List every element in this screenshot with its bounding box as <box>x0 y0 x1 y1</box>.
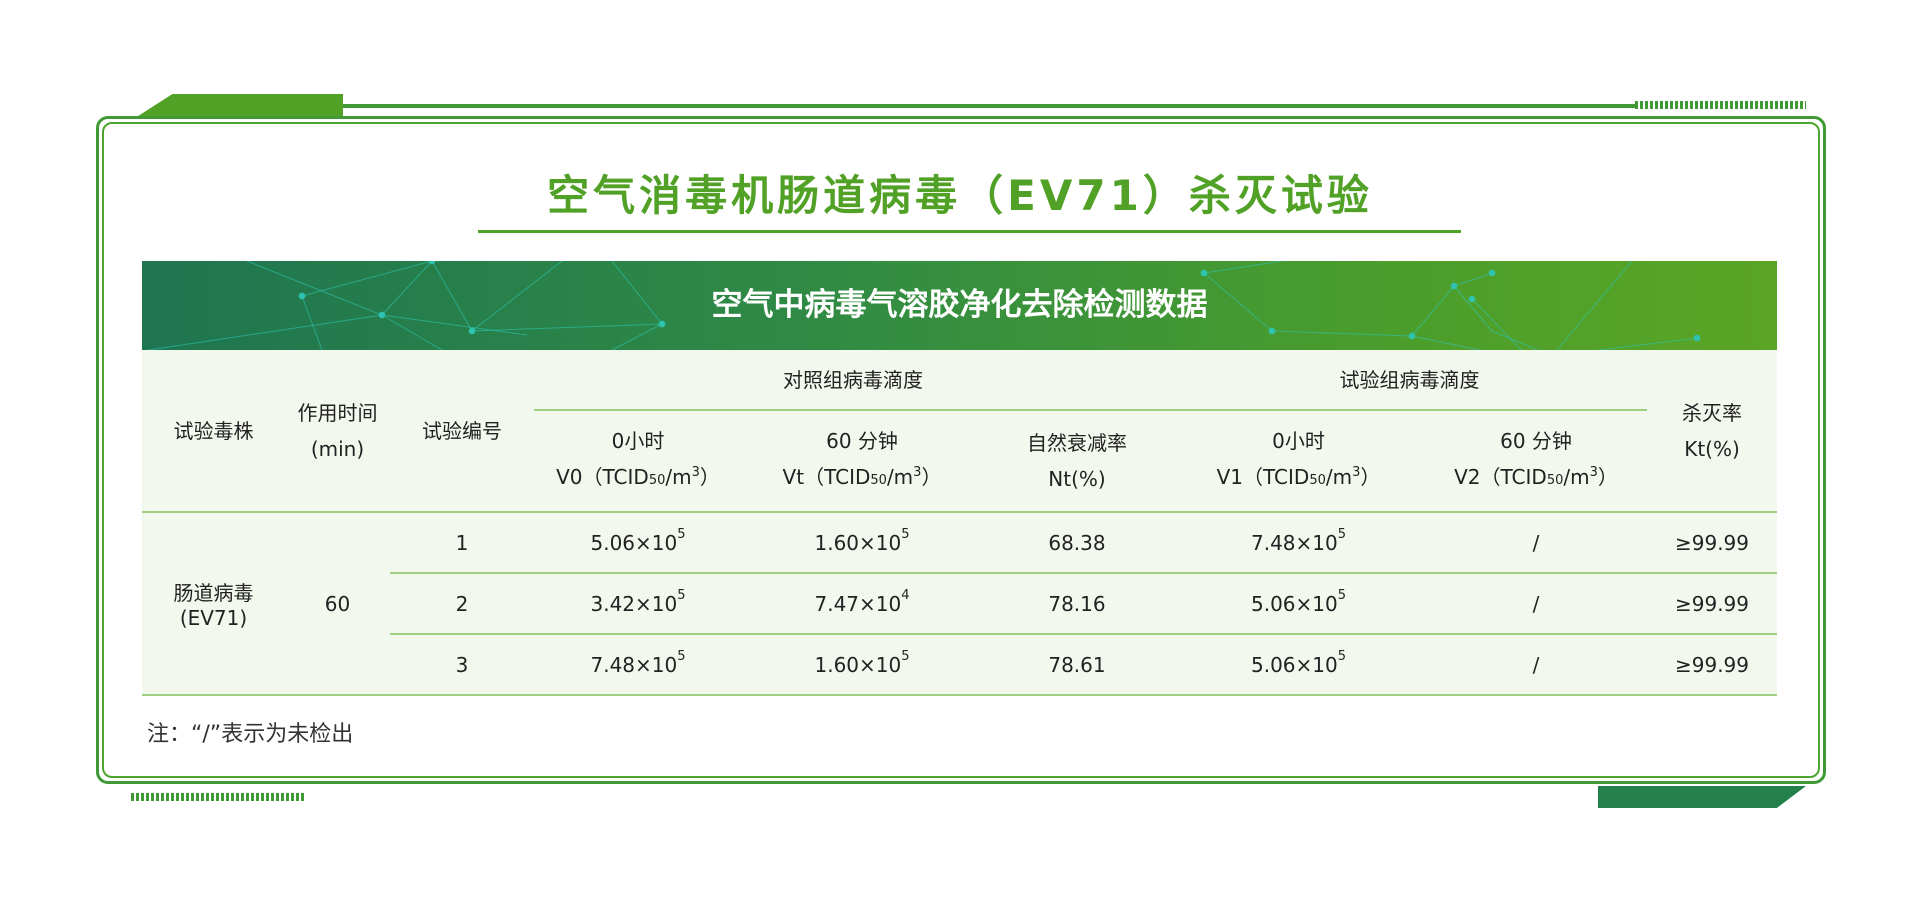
cell-strain: 肠道病毒 (EV71) <box>142 512 285 696</box>
header-vt: 60 分钟 Vt（TCID50/m3） <box>742 410 982 513</box>
cell-vt: 1.60×105 <box>742 512 982 574</box>
cell-test-no: 3 <box>390 634 534 696</box>
cell-kt: ≥99.99 <box>1647 512 1777 574</box>
header-test-no: 试验编号 <box>390 350 534 513</box>
header-v2: 60 分钟 V2（TCID50/m3） <box>1425 410 1647 513</box>
title-underline <box>478 230 1461 233</box>
cell-vt: 7.47×104 <box>742 573 982 635</box>
cell-v1: 5.06×105 <box>1172 634 1425 696</box>
cell-test-no: 1 <box>390 512 534 574</box>
frame-inner <box>102 122 1820 778</box>
frame-tab-top-left <box>135 94 343 118</box>
cell-nt: 68.38 <box>982 512 1172 574</box>
cell-kt: ≥99.99 <box>1647 634 1777 696</box>
cell-nt: 78.16 <box>982 573 1172 635</box>
cell-vt: 1.60×105 <box>742 634 982 696</box>
banner-title: 空气中病毒气溶胶净化去除检测数据 <box>711 287 1208 323</box>
table-row: 2 3.42×105 7.47×104 78.16 5.06×105/≥99.99 <box>142 573 1777 635</box>
frame-ticks-top-right <box>1635 101 1806 109</box>
cell-time: 60 <box>285 512 390 696</box>
table-row: 肠道病毒 (EV71) 60 1 5.06×105 1.60×105 68.38 7.48×1… <box>142 512 1777 696</box>
header-test-group: 试验组病毒滴度 <box>1172 350 1647 411</box>
table-banner: 空气中病毒气溶胶净化去除检测数据 <box>142 261 1777 350</box>
cell-nt: 78.61 <box>982 634 1172 696</box>
header-v0: 0小时 V0（TCID50/m3） <box>534 410 742 513</box>
header-control-group: 对照组病毒滴度 <box>534 350 1172 411</box>
cell-v1: 7.48×105 <box>1172 512 1425 574</box>
header-kt: 杀灭率 Kt(%) <box>1647 350 1777 513</box>
page-title: 空气消毒机肠道病毒（EV71）杀灭试验 <box>547 171 1373 220</box>
frame-ticks-bottom-left <box>131 793 304 801</box>
frame-top-line <box>343 104 1635 108</box>
network-pattern-icon <box>145 261 1701 350</box>
cell-kt: ≥99.99 <box>1647 573 1777 635</box>
cell-v0: 5.06×105 <box>534 512 742 574</box>
header-v1: 0小时 V1（TCID50/m3） <box>1172 410 1425 513</box>
data-table: 试验毒株 作用时间 (min) 试验编号 对照组病毒滴度 试验组病毒滴度 杀灭率 K… <box>142 350 1777 696</box>
cell-v1: 5.06×105 <box>1172 573 1425 635</box>
cell-v2: / <box>1425 634 1647 696</box>
footnote: 注：“/”表示为未检出 <box>147 722 354 747</box>
cell-v0: 3.42×105 <box>534 573 742 635</box>
frame-outer <box>96 116 1826 784</box>
header-time: 作用时间 (min) <box>285 350 390 513</box>
cell-v2: / <box>1425 573 1647 635</box>
cell-v0: 7.48×105 <box>534 634 742 696</box>
header-nt: 自然衰减率 Nt(%) <box>982 410 1172 513</box>
table-row: 3 7.48×105 1.60×105 78.61 5.06×105/≥99.99 <box>142 634 1777 696</box>
cell-v2: / <box>1425 512 1647 574</box>
header-strain: 试验毒株 <box>142 350 285 513</box>
frame-tab-bottom-right <box>1598 786 1806 808</box>
cell-test-no: 2 <box>390 573 534 635</box>
